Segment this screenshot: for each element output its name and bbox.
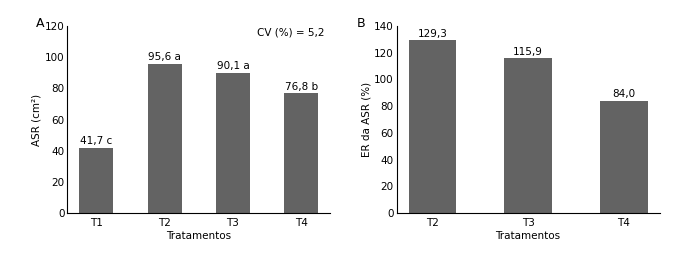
Text: 95,6 a: 95,6 a	[148, 52, 181, 62]
X-axis label: Tratamentos: Tratamentos	[495, 231, 561, 241]
Text: B: B	[357, 17, 366, 30]
Bar	[284, 93, 318, 213]
X-axis label: Tratamentos: Tratamentos	[166, 231, 232, 241]
Bar	[79, 148, 113, 213]
Bar	[409, 40, 456, 213]
Text: 90,1 a: 90,1 a	[217, 61, 249, 71]
Text: 115,9: 115,9	[513, 47, 543, 57]
Text: 129,3: 129,3	[417, 29, 448, 39]
Text: 76,8 b: 76,8 b	[285, 82, 318, 92]
Bar	[600, 101, 647, 213]
Text: 41,7 c: 41,7 c	[80, 136, 112, 146]
Text: CV (%) = 5,2: CV (%) = 5,2	[258, 28, 325, 38]
Text: 84,0: 84,0	[612, 89, 635, 99]
Bar	[504, 58, 552, 213]
Y-axis label: ER da ASR (%): ER da ASR (%)	[361, 82, 371, 157]
Y-axis label: ASR (cm²): ASR (cm²)	[32, 94, 42, 146]
Bar	[147, 64, 182, 213]
Text: A: A	[36, 17, 44, 30]
Bar	[216, 73, 250, 213]
